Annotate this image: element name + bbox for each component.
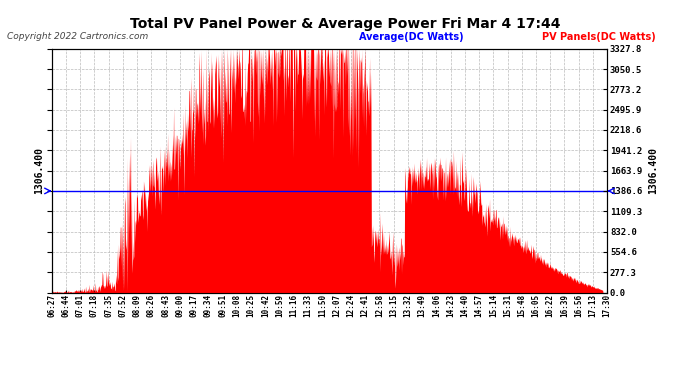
- Text: Copyright 2022 Cartronics.com: Copyright 2022 Cartronics.com: [7, 32, 148, 41]
- Text: Total PV Panel Power & Average Power Fri Mar 4 17:44: Total PV Panel Power & Average Power Fri…: [130, 17, 560, 31]
- Text: Average(DC Watts): Average(DC Watts): [359, 32, 464, 42]
- Y-axis label: 1306.400: 1306.400: [648, 147, 658, 194]
- Text: PV Panels(DC Watts): PV Panels(DC Watts): [542, 32, 655, 42]
- Y-axis label: 1306.400: 1306.400: [34, 147, 44, 194]
